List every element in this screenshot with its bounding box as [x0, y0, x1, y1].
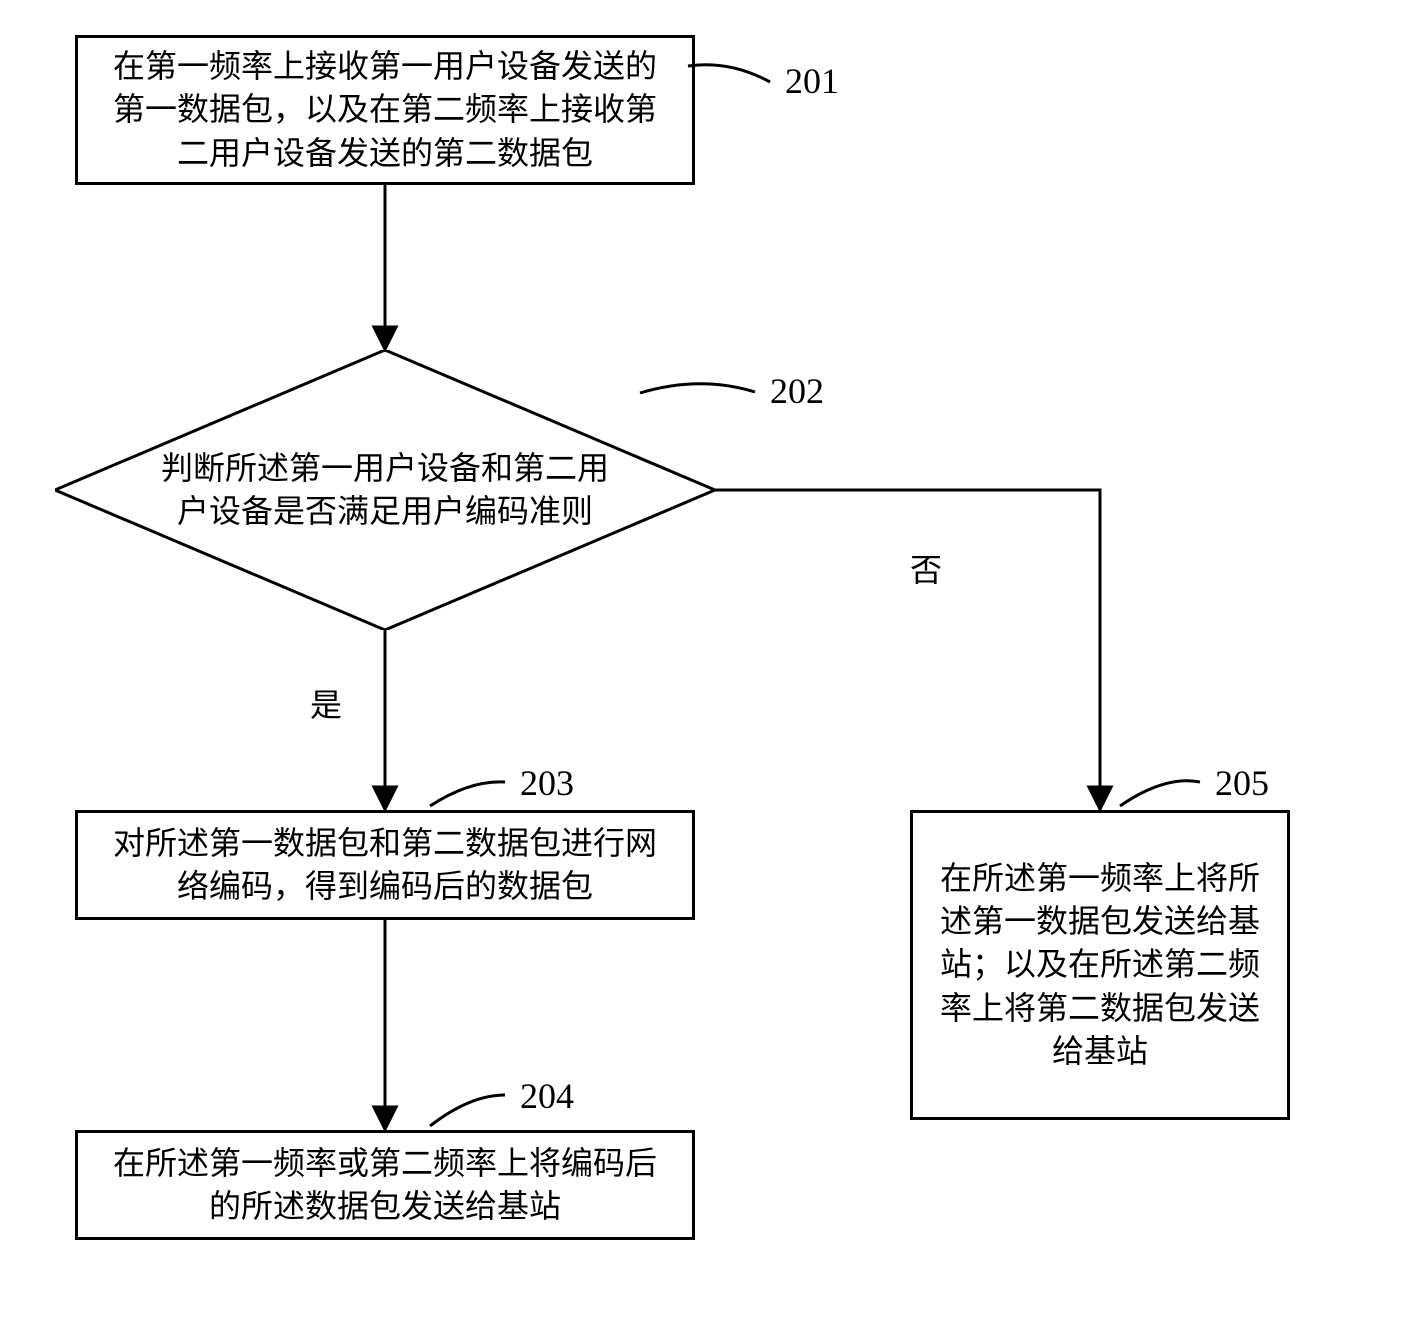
step-204-text: 在所述第一频率或第二频率上将编码后的所述数据包发送给基站	[98, 1142, 672, 1228]
step-201-box: 在第一频率上接收第一用户设备发送的第一数据包，以及在第二频率上接收第二用户设备发…	[75, 35, 695, 185]
edge-202-205	[715, 490, 1100, 808]
step-202-num: 202	[770, 370, 824, 412]
leader-203	[430, 782, 505, 806]
step-205-box: 在所述第一频率上将所述第一数据包发送给基站；以及在所述第二频率上将第二数据包发送…	[910, 810, 1290, 1120]
step-201-text: 在第一频率上接收第一用户设备发送的第一数据包，以及在第二频率上接收第二用户设备发…	[98, 45, 672, 175]
step-201-num: 201	[785, 60, 839, 102]
no-label: 否	[910, 545, 942, 591]
step-203-box: 对所述第一数据包和第二数据包进行网络编码，得到编码后的数据包	[75, 810, 695, 920]
yes-label: 是	[310, 680, 342, 726]
step-203-text: 对所述第一数据包和第二数据包进行网络编码，得到编码后的数据包	[98, 822, 672, 908]
leader-205	[1120, 781, 1200, 806]
step-204-box: 在所述第一频率或第二频率上将编码后的所述数据包发送给基站	[75, 1130, 695, 1240]
step-204-num: 204	[520, 1075, 574, 1117]
step-205-num: 205	[1215, 762, 1269, 804]
step-202-diamond: 判断所述第一用户设备和第二用户设备是否满足用户编码准则	[55, 350, 715, 630]
leader-201	[688, 65, 770, 82]
leader-204	[430, 1095, 505, 1126]
step-202-text: 判断所述第一用户设备和第二用户设备是否满足用户编码准则	[150, 447, 620, 533]
step-202-text-wrap: 判断所述第一用户设备和第二用户设备是否满足用户编码准则	[55, 350, 715, 630]
step-203-num: 203	[520, 762, 574, 804]
step-205-text: 在所述第一频率上将所述第一数据包发送给基站；以及在所述第二频率上将第二数据包发送…	[933, 857, 1267, 1073]
